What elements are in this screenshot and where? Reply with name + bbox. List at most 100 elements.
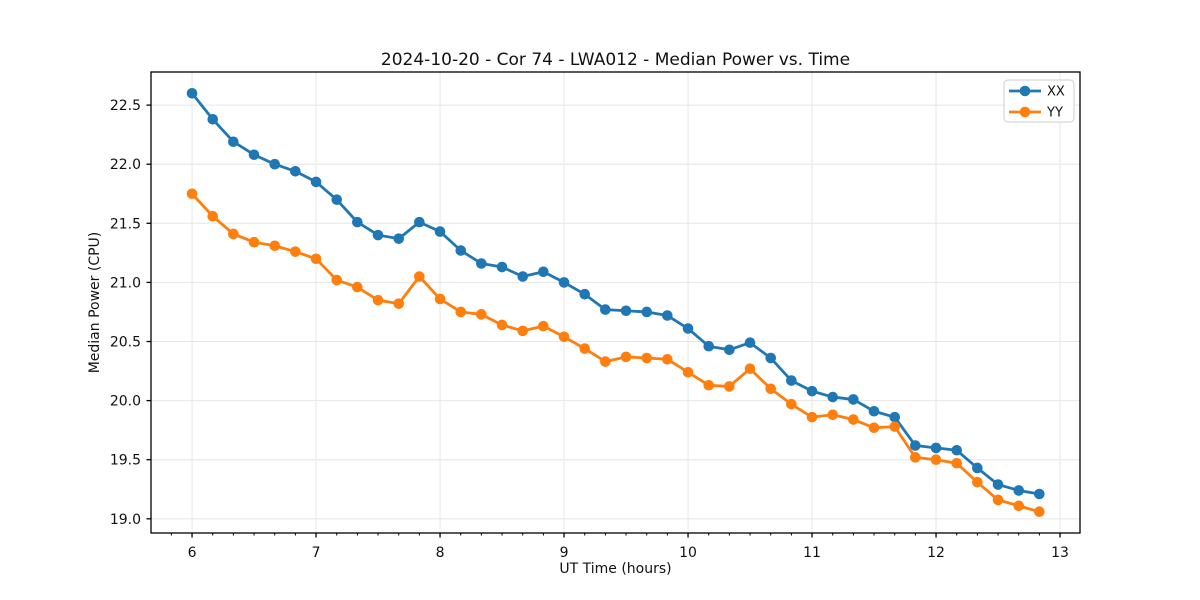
series-marker-XX xyxy=(352,216,363,228)
series-marker-XX xyxy=(682,323,694,334)
series-marker-YY xyxy=(703,379,715,391)
x-tick-label: 13 xyxy=(1051,545,1069,561)
x-axis-label: UT Time (hours) xyxy=(559,561,671,577)
series-marker-YY xyxy=(393,298,405,309)
series-marker-YY xyxy=(310,253,322,265)
series-marker-XX xyxy=(414,216,425,228)
series-marker-YY xyxy=(269,240,281,252)
y-tick-label: 19.0 xyxy=(110,512,141,528)
series-marker-YY xyxy=(372,294,384,306)
y-tick-label: 20.0 xyxy=(110,394,141,410)
y-axis-label: Median Power (CPU) xyxy=(87,232,103,374)
series-marker-YY xyxy=(207,210,219,222)
series-marker-XX xyxy=(951,444,963,456)
grid xyxy=(151,72,1080,533)
series-marker-XX xyxy=(579,288,591,300)
series-marker-YY xyxy=(806,411,818,423)
axes: 6 7 8 9 10 11 12 13 19.0 19.5 20.0 20.5 21.0 21.5 22.0… xyxy=(110,71,1081,561)
y-tick-label: 21.0 xyxy=(110,275,141,291)
series-marker-XX xyxy=(455,245,467,256)
series-marker-XX xyxy=(538,266,549,278)
series-marker-XX xyxy=(620,305,632,317)
series-marker-YY xyxy=(992,494,1004,506)
x-tick-label: 7 xyxy=(312,545,321,561)
series-marker-YY xyxy=(951,457,963,469)
series-marker-XX xyxy=(930,442,942,454)
series-marker-YY xyxy=(455,306,467,318)
series-line-XX xyxy=(190,91,1041,496)
series-marker-XX xyxy=(744,337,756,348)
x-tick-label: 11 xyxy=(803,545,821,561)
series-marker-YY xyxy=(620,351,632,363)
series-marker-YY xyxy=(228,228,239,240)
series xyxy=(186,87,1045,518)
series-marker-YY xyxy=(765,383,777,395)
y-tick-label: 21.5 xyxy=(110,216,141,232)
series-marker-XX xyxy=(310,176,322,188)
series-marker-XX xyxy=(207,113,219,125)
series-marker-XX xyxy=(496,261,508,273)
series-marker-YY xyxy=(558,331,570,343)
series-marker-XX xyxy=(331,194,343,205)
series-marker-XX xyxy=(1034,488,1045,500)
series-marker-XX xyxy=(393,233,405,244)
series-marker-YY xyxy=(848,414,859,425)
series-marker-YY xyxy=(476,309,487,320)
series-marker-XX xyxy=(248,149,260,161)
series-marker-XX xyxy=(269,158,281,170)
series-marker-YY xyxy=(248,236,260,248)
plot-border xyxy=(150,71,1081,534)
series-marker-YY xyxy=(786,398,797,410)
series-marker-YY xyxy=(290,246,301,257)
series-marker-XX xyxy=(827,391,839,403)
series-marker-YY xyxy=(434,293,446,305)
series-marker-YY xyxy=(186,188,198,200)
series-marker-XX xyxy=(372,229,384,241)
series-marker-XX xyxy=(186,87,198,99)
series-marker-XX xyxy=(558,277,570,288)
series-marker-YY xyxy=(352,281,363,293)
legend: XX YY xyxy=(1003,79,1075,123)
series-marker-XX xyxy=(290,165,301,177)
series-marker-XX xyxy=(228,136,239,148)
series-marker-XX xyxy=(910,440,921,451)
series-marker-YY xyxy=(972,476,983,488)
legend-label-XX: XX xyxy=(1047,85,1065,100)
y-tick-label: 19.5 xyxy=(110,453,141,469)
series-marker-YY xyxy=(331,274,343,286)
series-marker-XX xyxy=(641,306,653,318)
series-marker-YY xyxy=(600,356,611,367)
x-tick-label: 9 xyxy=(560,545,569,561)
series-marker-YY xyxy=(1034,506,1045,518)
series-marker-YY xyxy=(744,363,756,374)
series-marker-YY xyxy=(889,421,901,432)
series-marker-XX xyxy=(806,385,818,397)
series-marker-YY xyxy=(930,454,942,466)
series-line-YY xyxy=(190,192,1041,514)
series-marker-YY xyxy=(724,381,735,392)
y-tick-label: 22.5 xyxy=(110,98,141,114)
series-marker-XX xyxy=(476,258,487,269)
y-tick-label: 22.0 xyxy=(110,157,141,173)
series-marker-XX xyxy=(868,405,880,417)
series-marker-YY xyxy=(827,409,839,421)
series-marker-XX xyxy=(434,226,446,237)
series-marker-YY xyxy=(496,319,508,331)
series-marker-YY xyxy=(682,366,694,378)
series-marker-XX xyxy=(1013,485,1025,496)
series-marker-XX xyxy=(517,271,529,282)
series-marker-XX xyxy=(724,344,735,356)
series-marker-XX xyxy=(889,411,901,423)
legend-label-YY: YY xyxy=(1046,106,1063,121)
x-tick-label: 8 xyxy=(436,545,445,561)
series-marker-XX xyxy=(662,310,673,321)
x-tick-label: 6 xyxy=(188,545,197,561)
series-marker-XX xyxy=(786,375,797,386)
series-marker-XX xyxy=(848,394,859,405)
series-marker-YY xyxy=(579,343,591,354)
legend-sample-marker xyxy=(1019,106,1031,118)
x-tick-label: 10 xyxy=(679,545,697,561)
series-marker-XX xyxy=(600,304,611,315)
